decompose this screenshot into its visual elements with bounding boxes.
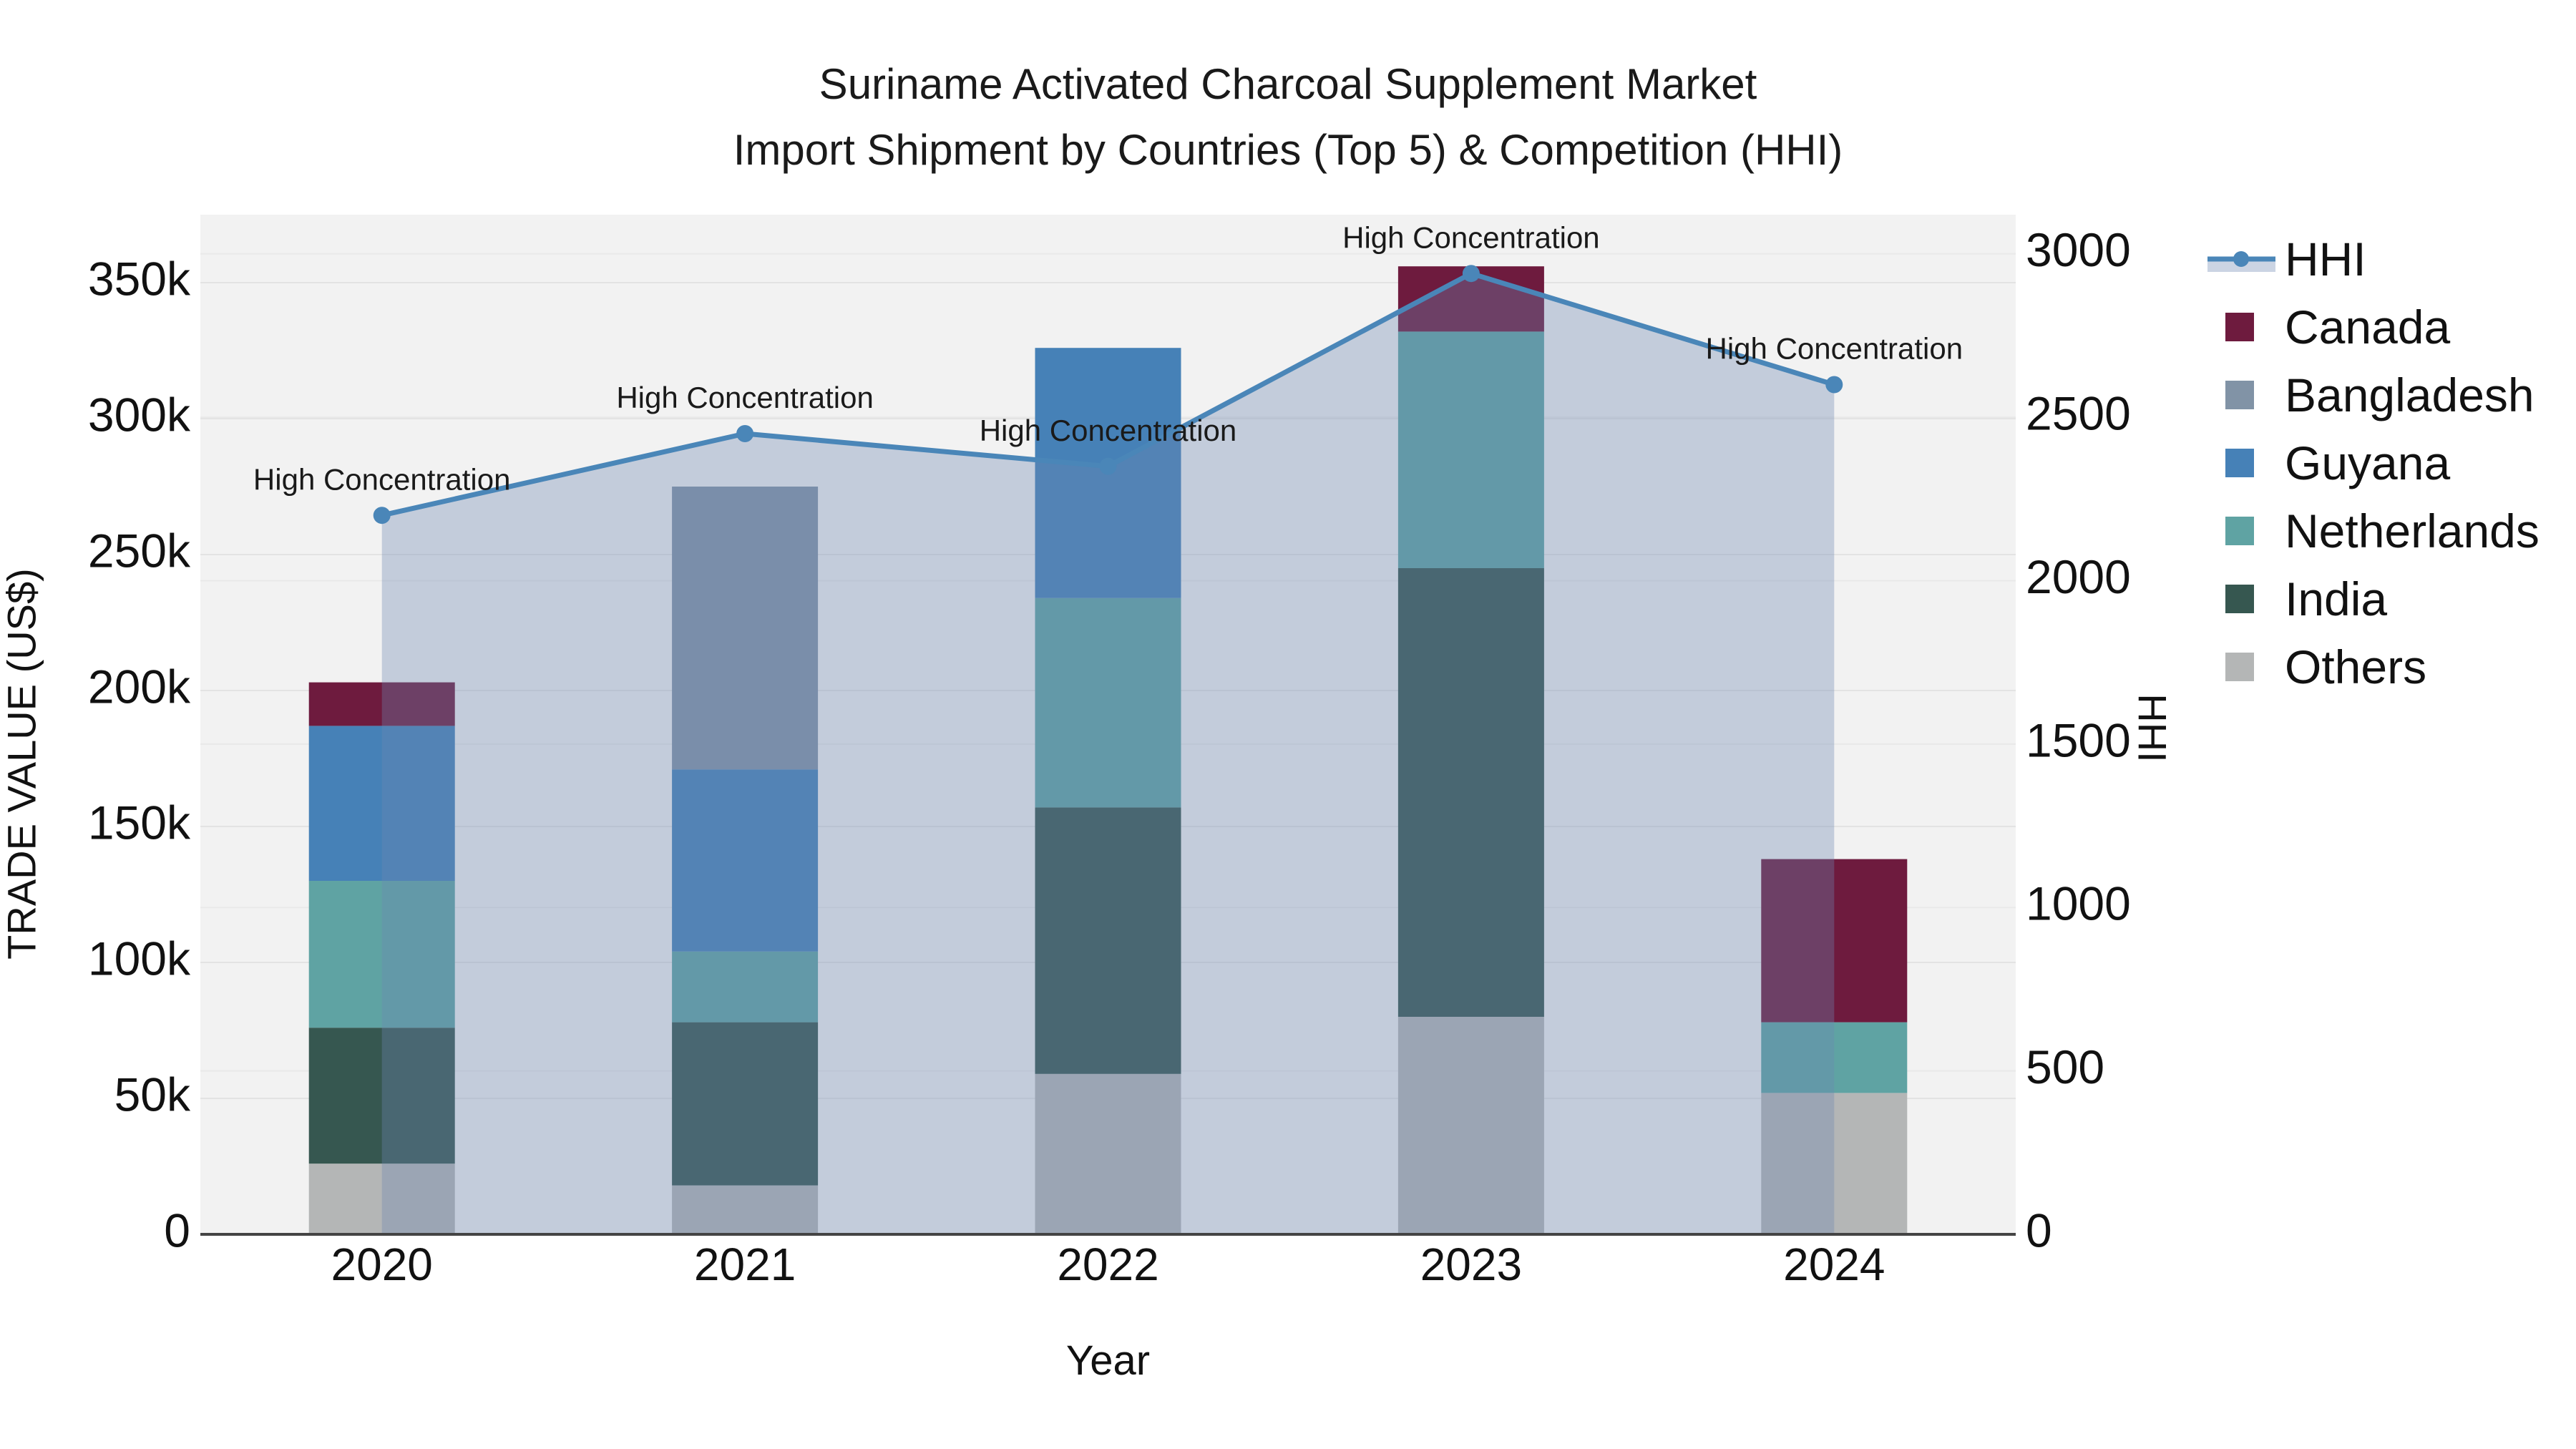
annotation-2024: High Concentration xyxy=(1706,332,1963,366)
y-tick-label: 50k xyxy=(114,1068,191,1121)
y2-tick-label: 500 xyxy=(2026,1040,2104,1093)
legend-item-canada[interactable]: Canada xyxy=(2207,293,2576,361)
bar-segment-2020-netherlands[interactable] xyxy=(308,881,455,1028)
series-swatch-icon xyxy=(2207,429,2285,497)
swatch-netherlands xyxy=(2225,517,2254,545)
legend-label-india: India xyxy=(2285,572,2388,625)
bar-segment-2024-others[interactable] xyxy=(1761,1093,1908,1234)
x-axis-title: Year xyxy=(1065,1337,1151,1384)
y-tick-label: 100k xyxy=(88,932,191,985)
hhi-marker-2024[interactable] xyxy=(1825,376,1843,394)
legend-label-bangladesh: Bangladesh xyxy=(2285,369,2534,421)
annotation-2021: High Concentration xyxy=(616,381,874,414)
legend-label-hhi: HHI xyxy=(2285,233,2366,286)
bar-segment-2021-others[interactable] xyxy=(672,1185,819,1234)
swatch-guyana xyxy=(2225,449,2254,477)
y2-tick-label: 1000 xyxy=(2026,877,2131,930)
y-tick-label: 350k xyxy=(88,252,191,305)
legend-label-others: Others xyxy=(2285,640,2427,693)
swatch-bangladesh xyxy=(2225,381,2254,409)
bar-segment-2023-india[interactable] xyxy=(1397,568,1544,1017)
hhi-line-icon xyxy=(2207,225,2285,293)
hhi-marker-2021[interactable] xyxy=(736,425,754,443)
legend-label-guyana: Guyana xyxy=(2285,436,2451,489)
legend-item-others[interactable]: Others xyxy=(2207,633,2576,701)
legend-item-hhi[interactable]: HHI xyxy=(2207,225,2576,293)
annotation-2020: High Concentration xyxy=(253,462,511,496)
series-swatch-icon xyxy=(2207,293,2285,361)
annotation-2023: High Concentration xyxy=(1342,220,1600,254)
y2-tick-label: 1500 xyxy=(2026,713,2131,766)
series-swatch-icon xyxy=(2207,497,2285,565)
bar-segment-2022-netherlands[interactable] xyxy=(1035,597,1181,808)
series-swatch-icon xyxy=(2207,361,2285,429)
bar-segment-2024-netherlands[interactable] xyxy=(1761,1022,1908,1093)
y2-tick-label: 3000 xyxy=(2026,223,2131,276)
legend-item-guyana[interactable]: Guyana xyxy=(2207,429,2576,497)
y-tick-label: 300k xyxy=(88,388,191,441)
series-swatch-icon xyxy=(2207,633,2285,701)
bar-segment-2021-netherlands[interactable] xyxy=(672,951,819,1023)
annotation-2022: High Concentration xyxy=(980,414,1237,447)
y-tick-label: 150k xyxy=(88,796,191,849)
hhi-marker-2023[interactable] xyxy=(1462,265,1480,283)
bar-segment-2021-india[interactable] xyxy=(672,1022,819,1186)
bar-segment-2020-canada[interactable] xyxy=(308,682,455,726)
x-tick-label-2022: 2022 xyxy=(1057,1239,1158,1290)
swatch-india xyxy=(2225,585,2254,613)
x-tick-label-2023: 2023 xyxy=(1420,1239,1522,1290)
y-tick-label: 0 xyxy=(164,1204,190,1257)
legend-item-netherlands[interactable]: Netherlands xyxy=(2207,497,2576,565)
bar-segment-2021-guyana[interactable] xyxy=(672,769,819,952)
bar-segment-2022-india[interactable] xyxy=(1035,807,1181,1074)
y2-tick-label: 0 xyxy=(2026,1204,2052,1257)
y-tick-label: 250k xyxy=(88,524,191,577)
y-axis-title: TRADE VALUE (US$) xyxy=(0,568,44,960)
x-tick-label-2020: 2020 xyxy=(331,1239,433,1290)
hhi-marker-2020[interactable] xyxy=(373,507,391,525)
legend-label-netherlands: Netherlands xyxy=(2285,504,2540,557)
legend-item-bangladesh[interactable]: Bangladesh xyxy=(2207,361,2576,429)
bar-segment-2021-bangladesh[interactable] xyxy=(672,487,819,770)
hhi-marker-2022[interactable] xyxy=(1099,457,1117,475)
bar-segment-2020-others[interactable] xyxy=(308,1163,455,1234)
bar-segment-2022-others[interactable] xyxy=(1035,1073,1181,1234)
legend-item-india[interactable]: India xyxy=(2207,565,2576,633)
y2-axis-title: HHI xyxy=(2129,693,2175,763)
y-tick-label: 200k xyxy=(88,660,191,713)
x-tick-label-2021: 2021 xyxy=(694,1239,796,1290)
legend-label-canada: Canada xyxy=(2285,301,2451,353)
bar-segment-2020-guyana[interactable] xyxy=(308,726,455,881)
swatch-canada xyxy=(2225,313,2254,341)
x-tick-label-2024: 2024 xyxy=(1783,1239,1885,1290)
bar-segment-2023-others[interactable] xyxy=(1397,1017,1544,1234)
bar-segment-2024-canada[interactable] xyxy=(1761,859,1908,1023)
bar-segment-2020-india[interactable] xyxy=(308,1028,455,1164)
y2-tick-label: 2000 xyxy=(2026,550,2131,603)
swatch-others xyxy=(2225,653,2254,681)
bar-segment-2023-netherlands[interactable] xyxy=(1397,331,1544,568)
hhi-area xyxy=(381,273,1835,1234)
chart-subtitle: Import Shipment by Countries (Top 5) & C… xyxy=(733,126,1843,174)
y2-tick-label: 2500 xyxy=(2026,387,2131,440)
chart-title: Suriname Activated Charcoal Supplement M… xyxy=(819,60,1757,108)
series-swatch-icon xyxy=(2207,565,2285,633)
title-block: Suriname Activated Charcoal Supplement M… xyxy=(0,52,2576,183)
